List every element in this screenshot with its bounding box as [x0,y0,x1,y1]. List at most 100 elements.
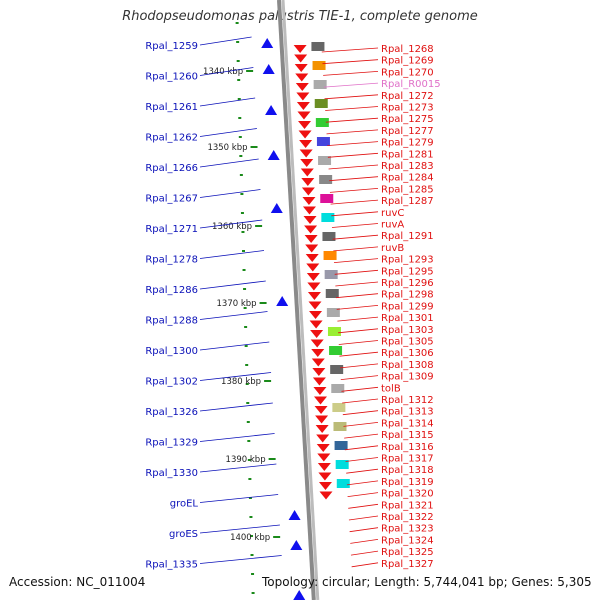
right-gene-label: Rpal_1296 [381,278,434,289]
label-connector [345,457,379,462]
right-gene-label: Rpal_1325 [381,547,434,558]
left-gene-label: Rpal_1259 [145,41,198,52]
gene-arrow-reverse [316,444,330,452]
right-gene-label: Rpal_1299 [381,301,434,312]
label-connector [343,422,379,427]
label-connector [333,246,379,252]
gene-arrow-forward [261,38,274,48]
label-connector [330,199,379,205]
scale-tick-label: 1350 kbp [207,143,247,153]
gene-arrow-reverse [313,387,327,395]
left-gene-label: Rpal_1267 [145,194,198,205]
right-gene-label: Rpal_1317 [381,454,434,465]
gene-arrow-reverse [307,282,321,291]
scale-tick-mark [268,458,276,460]
gene-arrow-reverse [306,273,320,281]
right-gene-label: Rpal_1269 [381,56,434,67]
label-connector [199,189,261,198]
right-gene-label: Rpal_1319 [381,477,434,488]
gene-arrow-reverse [296,92,310,101]
gene-arrow-forward [290,540,303,550]
scale-tick-mark [264,380,272,382]
left-gene-label: Rpal_1266 [145,163,198,174]
gene-arrow-reverse [313,396,327,405]
minor-tick [244,345,248,347]
label-connector [199,97,256,107]
scale-tick-mark [259,302,267,304]
minor-tick [242,269,246,271]
label-connector [342,410,379,416]
label-connector [323,71,379,76]
label-connector [199,463,277,473]
gene-arrow-reverse [308,301,322,310]
scale-tick-label: 1370 kbp [217,299,257,309]
gene-block [322,232,336,241]
gene-arrow-reverse [296,102,310,110]
left-gene-label: Rpal_1262 [145,133,198,144]
left-gene-label: groEL [170,499,199,510]
label-connector [321,47,379,53]
right-gene-label: Rpal_1270 [381,67,434,78]
right-gene-label: Rpal_1268 [381,44,434,55]
label-connector [331,211,379,217]
gene-arrow-forward [270,203,283,213]
right-gene-label: Rpal_1316 [381,442,434,453]
gene-arrow-reverse [311,349,325,357]
gene-arrow-reverse [311,358,325,367]
label-connector [326,129,379,135]
minor-tick [236,41,240,43]
right-gene-label: Rpal_1324 [381,535,434,546]
gene-arrow-reverse [318,472,332,481]
minor-tick [250,554,254,556]
label-connector [324,94,379,100]
label-connector [346,480,379,486]
gene-arrow-reverse [316,434,330,443]
minor-tick [248,497,252,499]
minor-tick [244,326,248,328]
label-connector [351,562,379,568]
gene-arrow-reverse [312,377,326,386]
gene-block [318,156,332,165]
label-connector [199,341,270,351]
label-connector [346,468,379,474]
right-gene-label: tolB [381,383,401,394]
label-connector [336,305,379,310]
label-connector [348,515,379,521]
minor-tick [249,516,253,518]
gene-arrow-reverse [315,415,329,424]
gene-block [314,99,328,108]
label-connector [335,281,379,287]
gene-block [320,194,334,203]
right-gene-label: Rpal_1305 [381,337,434,348]
right-gene-label: Rpal_1301 [381,313,434,324]
label-connector [347,492,379,497]
accession-text: Accession: NC_011004 [9,575,146,589]
left-gene-label: Rpal_1286 [145,285,198,296]
gene-block [324,270,338,279]
gene-arrow-reverse [293,45,307,53]
right-gene-label: Rpal_1320 [381,489,434,500]
right-gene-label: Rpal_1322 [381,512,434,523]
label-connector [341,386,379,392]
gene-arrow-reverse [295,83,309,91]
label-connector [327,141,379,146]
left-gene-label: Rpal_1329 [145,438,198,449]
right-gene-label: Rpal_1285 [381,184,434,195]
gene-arrow-reverse [304,235,318,243]
right-gene-label: Rpal_1287 [381,196,434,207]
gene-arrow-forward [267,150,280,160]
scale-tick-label: 1390 kbp [226,455,266,465]
gene-arrow-reverse [317,463,331,471]
gene-arrow-reverse [302,197,316,205]
gene-arrow-reverse [298,130,312,139]
minor-tick [249,535,253,537]
label-connector [323,82,379,88]
gene-arrow-reverse [295,73,309,82]
right-gene-label: Rpal_1291 [381,231,434,242]
right-gene-label: Rpal_1283 [381,161,434,172]
gene-arrow-reverse [303,216,317,224]
gene-arrow-reverse [300,159,314,167]
gene-arrow-reverse [302,206,316,215]
scale-tick-mark [246,70,254,72]
